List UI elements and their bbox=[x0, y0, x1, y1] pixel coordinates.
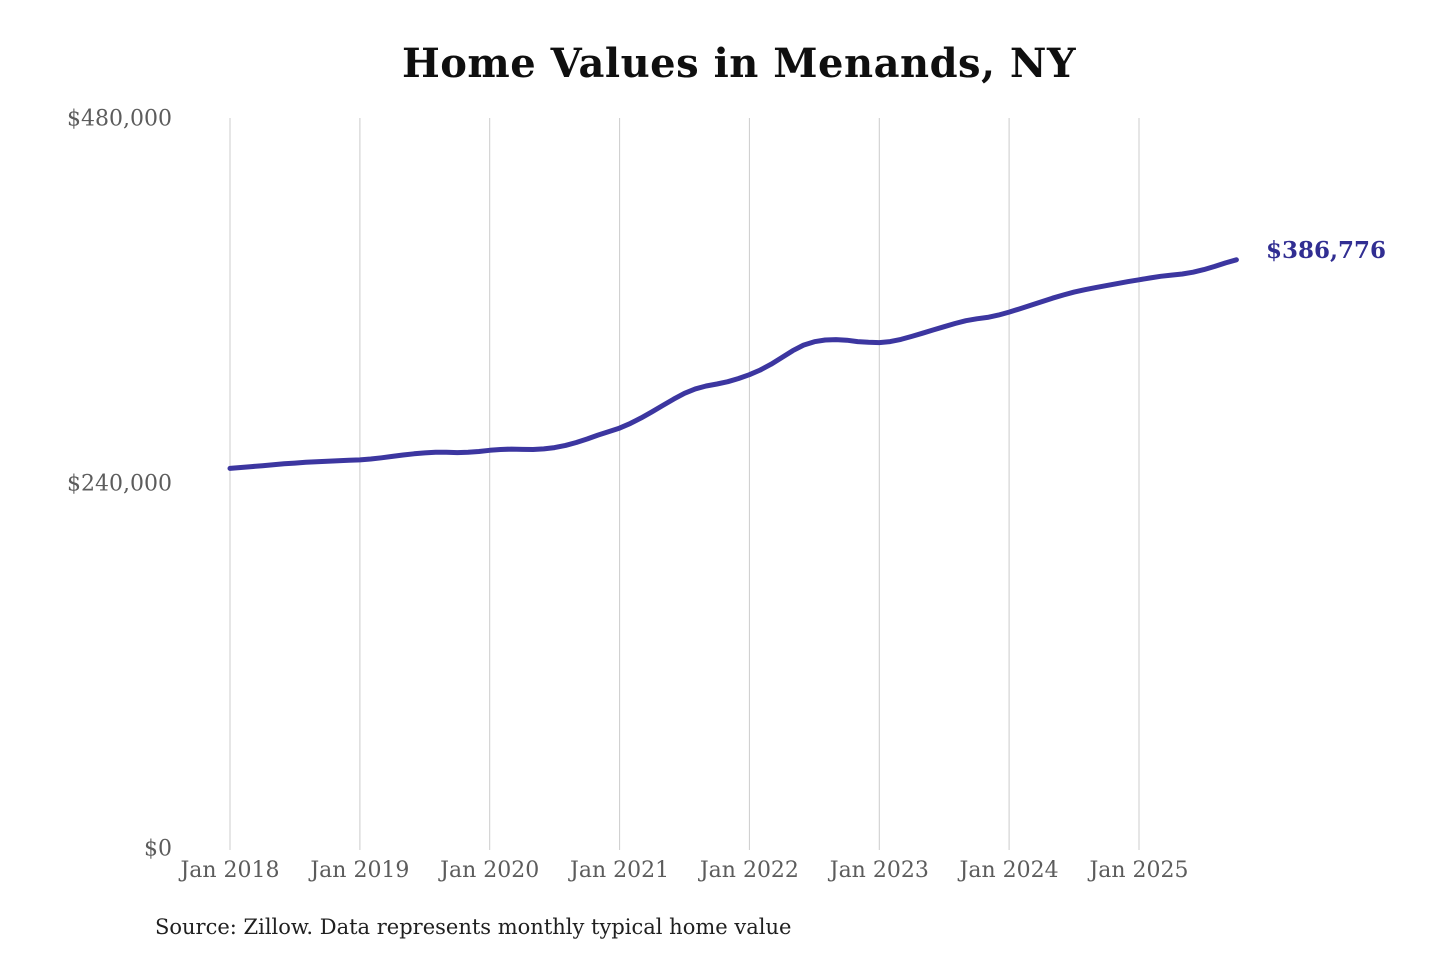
y-axis-tick-labels: $0 $240,000 $480,000 bbox=[67, 107, 172, 862]
y-axis-tick-label: $240,000 bbox=[67, 472, 172, 497]
y-axis-tick-label: $480,000 bbox=[67, 107, 172, 132]
y-axis-tick-label: $0 bbox=[144, 837, 172, 862]
source-note: Source: Zillow. Data represents monthly … bbox=[155, 915, 792, 939]
home-value-line-series bbox=[227, 257, 1239, 471]
x-axis-tick-label: Jan 2022 bbox=[698, 858, 799, 883]
x-axis-tick-label: Jan 2024 bbox=[958, 858, 1059, 883]
x-axis-tick-label: Jan 2019 bbox=[308, 858, 409, 883]
year-gridlines bbox=[229, 118, 1140, 850]
x-axis-tick-label: Jan 2021 bbox=[568, 858, 669, 883]
x-axis-tick-label: Jan 2023 bbox=[828, 858, 929, 883]
x-axis-tick-label: Jan 2018 bbox=[178, 858, 279, 883]
x-axis-tick-labels: Jan 2018 Jan 2019 Jan 2020 Jan 2021 Jan 2022… bbox=[178, 858, 1188, 883]
chart-title: Home Values in Menands, NY bbox=[401, 40, 1077, 87]
x-axis-tick-label: Jan 2020 bbox=[438, 858, 539, 883]
latest-value-label: $386,776 bbox=[1266, 237, 1387, 264]
x-axis-tick-label: Jan 2025 bbox=[1087, 858, 1188, 883]
